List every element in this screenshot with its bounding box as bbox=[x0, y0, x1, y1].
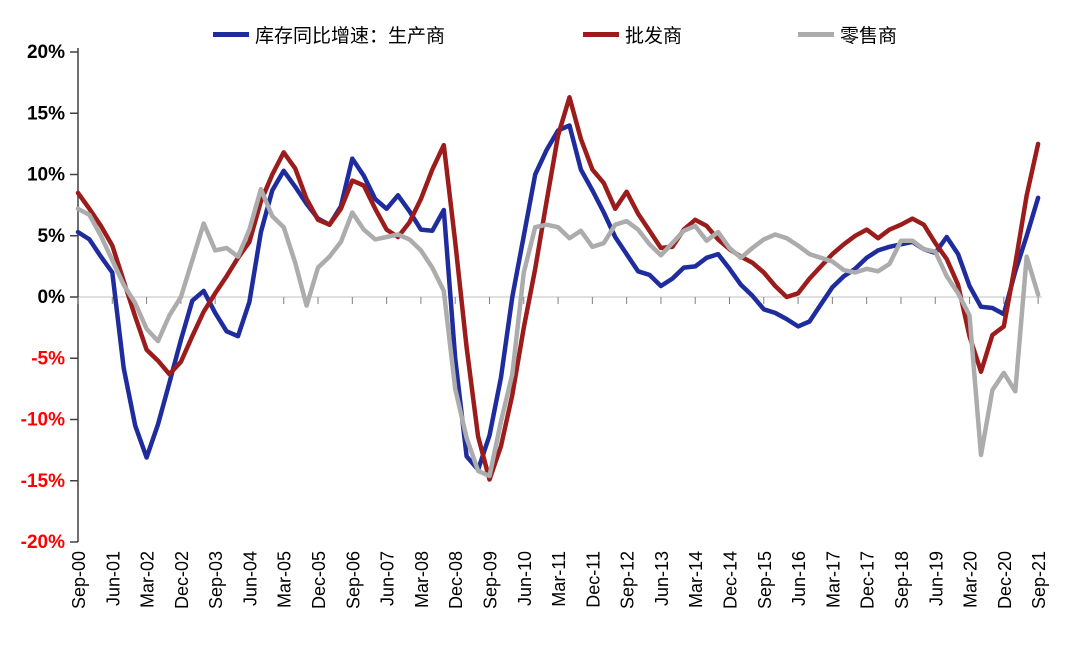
x-axis-label: Mar-14 bbox=[686, 551, 706, 608]
x-axis-label: Mar-05 bbox=[275, 551, 295, 608]
x-axis-label: Sep-18 bbox=[892, 551, 912, 609]
x-axis-label: Sep-03 bbox=[206, 551, 226, 609]
x-axis-label: Sep-09 bbox=[480, 551, 500, 609]
series-line-1 bbox=[75, 95, 1041, 482]
y-axis-label: -15% bbox=[21, 471, 65, 492]
x-axis-label: Jun-10 bbox=[515, 551, 535, 606]
x-axis-label: Dec-11 bbox=[583, 551, 603, 608]
x-axis-label: Sep-06 bbox=[343, 551, 363, 609]
x-axis-label: Jun-16 bbox=[789, 551, 809, 606]
x-axis-label: Dec-14 bbox=[721, 551, 741, 609]
y-axis-label: -10% bbox=[21, 410, 65, 431]
y-axis-label: -20% bbox=[21, 532, 65, 553]
x-axis-label: Mar-11 bbox=[549, 551, 569, 607]
x-axis-label: Mar-02 bbox=[138, 551, 158, 608]
y-axis-label: 0% bbox=[38, 287, 66, 308]
y-axis-label: 10% bbox=[27, 165, 65, 186]
x-axis-label: Mar-20 bbox=[961, 551, 981, 608]
x-axis-label: Dec-20 bbox=[995, 551, 1015, 609]
x-axis-label: Jun-19 bbox=[926, 551, 946, 606]
x-axis-label: Sep-21 bbox=[1029, 551, 1049, 609]
y-axis-label: 20% bbox=[27, 42, 65, 63]
x-axis-label: Sep-15 bbox=[755, 551, 775, 609]
x-axis-label: Mar-17 bbox=[823, 551, 843, 608]
x-axis-label: Mar-08 bbox=[412, 551, 432, 608]
x-axis-label: Jun-01 bbox=[103, 551, 123, 606]
x-axis-label: Jun-13 bbox=[652, 551, 672, 606]
x-axis-label: Dec-02 bbox=[172, 551, 192, 609]
x-axis-label: Dec-08 bbox=[446, 551, 466, 609]
series-line-2 bbox=[75, 186, 1041, 479]
x-axis-label: Dec-05 bbox=[309, 551, 329, 609]
x-axis-label: Jun-07 bbox=[378, 551, 398, 606]
y-axis-label: 5% bbox=[38, 226, 66, 247]
y-axis-label: 15% bbox=[27, 103, 65, 124]
x-axis-label: Sep-00 bbox=[69, 551, 89, 609]
x-axis-label: Dec-17 bbox=[858, 551, 878, 609]
y-axis-label: -5% bbox=[31, 348, 65, 369]
x-axis-label: Sep-12 bbox=[618, 551, 638, 609]
x-axis-label: Jun-04 bbox=[240, 551, 260, 606]
